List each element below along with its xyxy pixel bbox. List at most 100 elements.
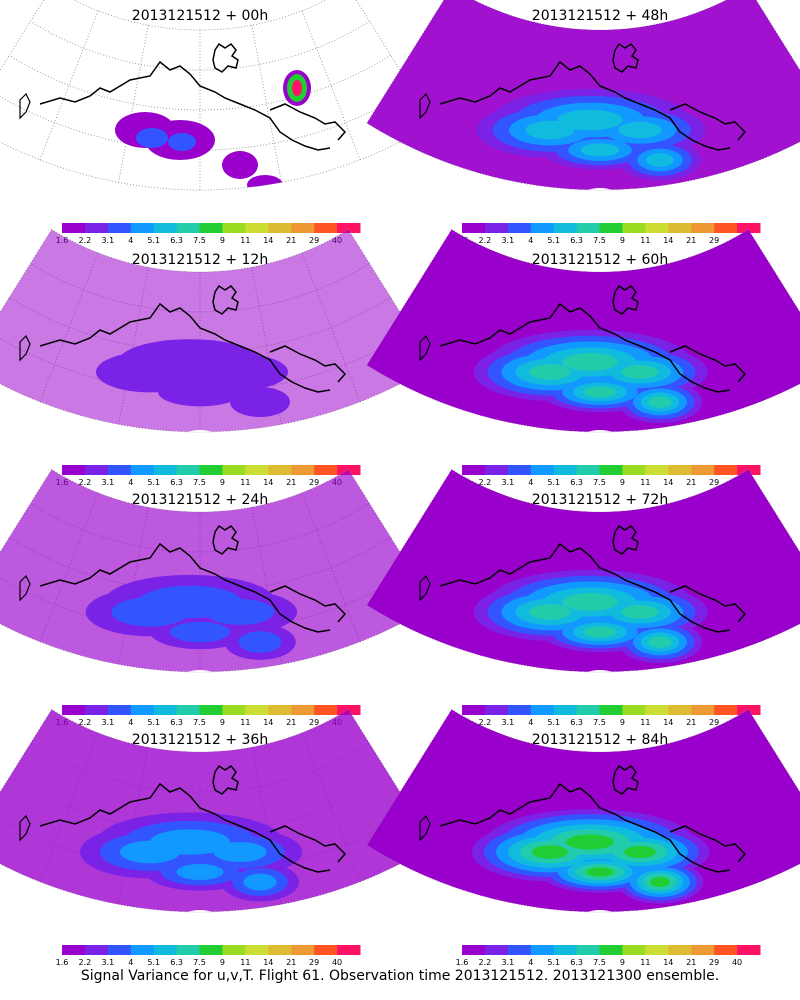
colorbar-label: 4	[128, 478, 133, 487]
colorbar-swatch	[107, 465, 132, 475]
colorbar-label: 7.5	[193, 718, 206, 727]
colorbar-swatch	[176, 705, 201, 715]
colorbar-label: 6.3	[170, 718, 183, 727]
colorbar-label: 14	[263, 236, 273, 245]
figure-caption: Signal Variance for u,v,T. Flight 61. Ob…	[80, 968, 720, 984]
colorbar-label: 11	[640, 236, 650, 245]
colorbar-label: 3.1	[501, 236, 514, 245]
map-panel-6: 1.6 2.2 3.1 4 5.1 6.3 7.5 9 11 14 21 29 40	[0, 709, 434, 967]
colorbar-label: 29	[709, 478, 719, 487]
colorbar-swatch	[691, 223, 715, 233]
panel-title-84h: 2013121512 + 84h	[531, 732, 669, 748]
colorbar-label: 6.3	[570, 236, 583, 245]
colorbar-label: 4	[528, 478, 533, 487]
colorbar-label: 14	[663, 478, 673, 487]
colorbar-label: 21	[286, 958, 296, 967]
colorbar-swatch	[245, 705, 269, 715]
colorbar-label: 6.3	[570, 958, 583, 967]
colorbar-swatch	[222, 945, 246, 955]
map-panel-7: 1.6 2.2 3.1 4 5.1 6.3 7.5 9 11 14 21 29 40	[366, 709, 800, 967]
colorbar-swatch	[337, 945, 361, 955]
colorbar-swatch	[314, 223, 338, 233]
coastline	[439, 542, 731, 633]
colorbar-label: 5.1	[547, 478, 560, 487]
coastline	[19, 92, 31, 120]
panel-title-36h: 2013121512 + 36h	[131, 732, 269, 748]
colorbar-label: 4	[128, 718, 133, 727]
colorbar-label: 29	[709, 236, 719, 245]
coastline	[419, 574, 431, 602]
colorbar-swatch	[714, 705, 738, 715]
colorbar-swatch	[245, 223, 269, 233]
colorbar-label: 2.2	[79, 958, 92, 967]
colorbar-label: 14	[663, 958, 673, 967]
colorbar-label: 29	[709, 718, 719, 727]
colorbar-swatch	[176, 465, 201, 475]
colorbar-swatch	[530, 705, 555, 715]
coastline	[439, 60, 731, 151]
coastline	[39, 60, 331, 151]
colorbar-swatch	[645, 465, 669, 475]
colorbar-swatch	[245, 465, 269, 475]
colorbar-swatch	[130, 465, 155, 475]
arctic-islands	[612, 524, 639, 555]
colorbar-label: 21	[286, 478, 296, 487]
colorbar-label: 4	[128, 236, 133, 245]
colorbar-label: 7.5	[193, 478, 206, 487]
colorbar-label: 5.1	[147, 718, 160, 727]
panel-title-12h: 2013121512 + 12h	[131, 252, 269, 268]
colorbar-swatch	[576, 705, 601, 715]
colorbar-label: 40	[732, 958, 742, 967]
colorbar-label: 2.2	[79, 718, 92, 727]
colorbar-swatch	[462, 223, 486, 233]
coastline	[39, 302, 331, 393]
arctic-islands	[612, 764, 639, 795]
arctic-islands	[212, 764, 239, 795]
colorbar-label: 21	[686, 958, 696, 967]
colorbar-swatch	[314, 465, 338, 475]
colorbar-swatch	[268, 945, 292, 955]
colorbar-swatch	[130, 223, 155, 233]
coastline	[39, 542, 331, 633]
colorbar-swatch	[530, 465, 555, 475]
colorbar-swatch	[62, 465, 86, 475]
colorbar-swatch	[314, 705, 338, 715]
colorbar-swatch	[530, 945, 555, 955]
colorbar-label: 5.1	[147, 958, 160, 967]
colorbar-label: 3.1	[501, 958, 514, 967]
colorbar-label: 11	[240, 478, 250, 487]
colorbar-label: 29	[309, 478, 319, 487]
colorbar-swatch	[462, 705, 486, 715]
colorbar-swatch	[484, 223, 509, 233]
colorbar-swatch	[507, 223, 532, 233]
colorbar-swatch	[737, 945, 761, 955]
colorbar-swatch	[645, 945, 669, 955]
colorbar-swatch	[622, 223, 646, 233]
colorbar-label: 2.2	[479, 478, 492, 487]
colorbar-swatch	[668, 223, 692, 233]
colorbar-label: 21	[286, 718, 296, 727]
colorbar-swatch	[84, 465, 109, 475]
colorbar-label: 21	[686, 478, 696, 487]
colorbar-swatch	[691, 465, 715, 475]
colorbar-swatch	[714, 945, 738, 955]
colorbar-label: 9	[620, 478, 625, 487]
panel-title-00h: 2013121512 + 00h	[131, 8, 269, 24]
colorbar-swatch	[222, 465, 246, 475]
colorbar-label: 4	[528, 718, 533, 727]
colorbar-swatch	[84, 945, 109, 955]
colorbar-swatch	[599, 465, 623, 475]
colorbar-swatch	[691, 705, 715, 715]
colorbar-swatch	[268, 465, 292, 475]
colorbar-swatch	[576, 223, 601, 233]
colorbar-swatch	[462, 465, 486, 475]
variance-field	[115, 70, 311, 190]
colorbar-label: 11	[640, 718, 650, 727]
colorbar-swatch	[291, 705, 315, 715]
coastline	[269, 103, 347, 141]
colorbar-swatch	[199, 223, 223, 233]
